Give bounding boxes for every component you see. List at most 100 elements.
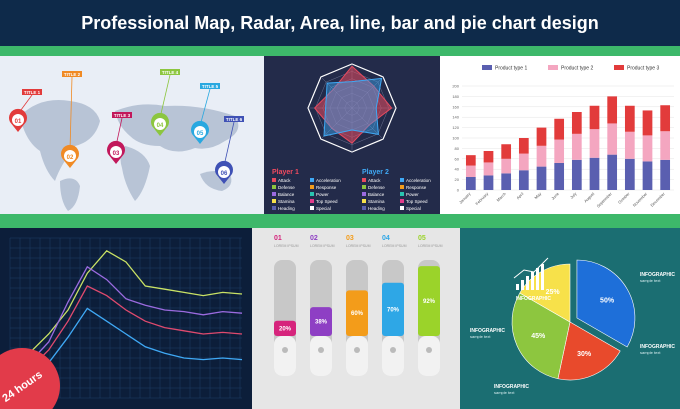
pie-value-label: 50% — [600, 298, 615, 305]
legend-swatch — [310, 192, 314, 196]
value-label: 70% — [387, 307, 400, 313]
bar-segment — [624, 158, 635, 190]
category-number: 05 — [418, 235, 426, 242]
legend-swatch — [310, 206, 314, 210]
radar-player2-area — [323, 77, 383, 137]
map-pin-04[interactable]: TITLE 4 04 — [151, 69, 180, 136]
y-tick-label: 180 — [452, 94, 459, 99]
bar-segment — [607, 154, 618, 190]
bar-segment — [642, 110, 653, 136]
y-tick-label: 0 — [457, 188, 460, 193]
radar-legend: Attack Acceleration Defense Response Balance… — [272, 178, 431, 211]
map-pin-01[interactable]: TITLE 1 01 — [8, 89, 42, 132]
bar-segment — [483, 151, 494, 163]
cylinder-base — [382, 336, 404, 376]
pie-slice-sublabel: sample text — [494, 390, 515, 395]
legend-swatch — [272, 192, 276, 196]
pin-number: 06 — [221, 171, 228, 177]
mini-bar — [536, 268, 539, 290]
player2-title: Player 2 — [362, 169, 389, 176]
pie-slice-sublabel: sample text — [640, 278, 661, 283]
legend-label: Product type 1 — [495, 66, 527, 72]
line-series — [9, 285, 243, 383]
mini-bar-chart-icon — [513, 257, 549, 290]
player1-title: Player 1 — [272, 169, 299, 176]
stacked-bar-panel: 0 20 40 60 80 100 120 140 160 180 200 Product type … — [440, 56, 680, 214]
legend-swatch — [362, 178, 366, 182]
pin-number: 03 — [113, 151, 120, 157]
y-tick-label: 200 — [452, 84, 459, 89]
cylinder-fill — [346, 290, 368, 336]
value-label: 92% — [423, 299, 436, 305]
legend-label: Balance — [278, 192, 295, 197]
legend-label: Balance — [368, 192, 385, 197]
x-tick-label: August — [583, 191, 596, 204]
y-tick-label: 60 — [455, 156, 460, 161]
pin-title-tag — [224, 116, 244, 122]
legend-label: Response — [406, 185, 427, 190]
pin-title: TITLE 1 — [24, 90, 41, 95]
x-tick-label: October — [617, 191, 631, 205]
bar-segment — [501, 144, 512, 159]
cylinder-icon — [318, 347, 324, 353]
legend-swatch — [310, 185, 314, 189]
y-tick-label: 120 — [452, 125, 459, 130]
legend-swatch — [400, 178, 404, 182]
pin-number: 04 — [157, 123, 164, 129]
bar-segment — [518, 153, 529, 171]
bar-segment — [501, 173, 512, 190]
legend-swatch — [362, 199, 366, 203]
pin-title: TITLE 6 — [226, 117, 243, 122]
map-pin-06[interactable]: TITLE 6 06 — [215, 116, 244, 184]
bar-segment — [518, 138, 529, 154]
bar-segment — [518, 170, 529, 190]
bar-segment — [536, 127, 547, 146]
line-series — [9, 265, 243, 375]
legend-label: Response — [316, 185, 337, 190]
bar-segment — [536, 145, 547, 167]
pin-title: TITLE 4 — [162, 70, 179, 75]
map-pin-05[interactable]: TITLE 5 05 — [191, 83, 220, 144]
pie-value-label: 30% — [577, 351, 592, 358]
cylinder-fill — [310, 307, 332, 336]
category-number: 03 — [346, 235, 354, 242]
legend-label: Attack — [368, 178, 381, 183]
bar-segment — [465, 165, 476, 177]
legend-swatch — [362, 192, 366, 196]
bar-segment — [589, 129, 600, 158]
pin-title: TITLE 3 — [114, 113, 131, 118]
category-number: 02 — [310, 235, 318, 242]
bar-segment — [554, 139, 565, 163]
cylinder-icon — [282, 347, 288, 353]
pin-marker-center — [110, 146, 122, 158]
legend-label: Power — [406, 192, 419, 197]
pie-slice — [511, 292, 571, 380]
pie-value-label: 25% — [546, 289, 561, 296]
pin-leader-line — [159, 74, 171, 119]
map-pin-03[interactable]: TITLE 3 03 — [107, 112, 132, 164]
y-tick-label: 140 — [452, 115, 459, 120]
bar-segment — [589, 105, 600, 130]
legend-swatch — [310, 178, 314, 182]
pin-number: 05 — [197, 131, 204, 137]
cylinder-base — [310, 336, 332, 376]
bar-segment — [465, 155, 476, 166]
map-pin-02[interactable]: TITLE 2 02 — [61, 71, 82, 168]
pin-title-tag — [200, 83, 220, 89]
legend-swatch — [614, 65, 624, 70]
mini-bar — [526, 276, 529, 290]
pie-slice — [576, 259, 636, 348]
legend-label: Special — [406, 206, 421, 211]
x-tick-label: July — [569, 191, 578, 200]
legend-swatch — [272, 206, 276, 210]
pie-chart-title: INFOGRAPHIC — [516, 296, 551, 302]
category-number: 01 — [274, 235, 282, 242]
cylinder-bar-panel: 01 LOREM IPSUM 20% 02 LOREM IPSUM 38% 03 LOREM … — [252, 228, 460, 409]
category-label: LOREM IPSUM — [310, 244, 335, 248]
legend-label: Top Speed — [316, 199, 338, 204]
legend-label: Product type 3 — [627, 66, 659, 72]
legend-label: Top Speed — [406, 199, 428, 204]
